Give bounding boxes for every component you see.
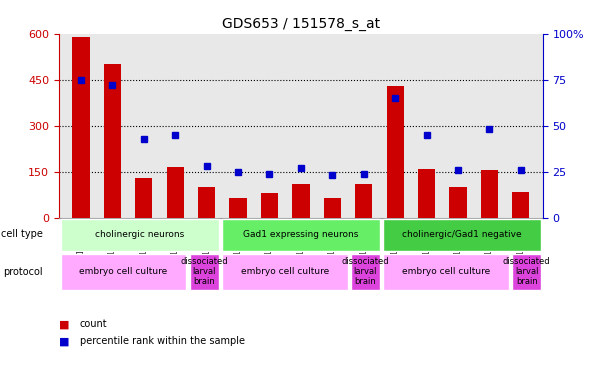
Bar xyxy=(166,167,184,218)
Text: cell type: cell type xyxy=(1,229,43,239)
Text: dissociated
larval
brain: dissociated larval brain xyxy=(181,256,228,286)
Text: embryo cell culture: embryo cell culture xyxy=(241,267,329,276)
Bar xyxy=(418,169,435,218)
FancyBboxPatch shape xyxy=(222,254,348,291)
Bar xyxy=(261,193,278,218)
Text: cholinergic neurons: cholinergic neurons xyxy=(95,230,184,239)
Text: cholinergic/Gad1 negative: cholinergic/Gad1 negative xyxy=(402,230,522,239)
Text: dissociated
larval
brain: dissociated larval brain xyxy=(503,256,550,286)
Text: protocol: protocol xyxy=(4,267,43,277)
Bar xyxy=(198,187,215,218)
FancyBboxPatch shape xyxy=(222,219,380,251)
FancyBboxPatch shape xyxy=(61,219,219,251)
FancyBboxPatch shape xyxy=(189,254,219,291)
Text: ■: ■ xyxy=(59,336,70,346)
Bar xyxy=(512,192,529,218)
Text: percentile rank within the sample: percentile rank within the sample xyxy=(80,336,245,346)
Text: embryo cell culture: embryo cell culture xyxy=(402,267,490,276)
Bar xyxy=(104,64,121,218)
FancyBboxPatch shape xyxy=(512,254,541,291)
Bar xyxy=(481,170,498,218)
Title: GDS653 / 151578_s_at: GDS653 / 151578_s_at xyxy=(222,17,380,32)
Bar xyxy=(324,198,341,218)
Text: Gad1 expressing neurons: Gad1 expressing neurons xyxy=(243,230,359,239)
Text: embryo cell culture: embryo cell culture xyxy=(80,267,168,276)
Text: dissociated
larval
brain: dissociated larval brain xyxy=(342,256,389,286)
FancyBboxPatch shape xyxy=(383,254,509,291)
Bar xyxy=(73,37,90,218)
Text: count: count xyxy=(80,320,107,329)
Bar xyxy=(135,178,152,218)
FancyBboxPatch shape xyxy=(383,219,541,251)
Bar xyxy=(355,184,372,218)
FancyBboxPatch shape xyxy=(61,254,186,291)
Bar xyxy=(292,184,310,218)
Text: ■: ■ xyxy=(59,320,70,329)
Bar xyxy=(450,187,467,218)
Bar xyxy=(230,198,247,218)
Bar xyxy=(386,86,404,218)
FancyBboxPatch shape xyxy=(351,254,380,291)
